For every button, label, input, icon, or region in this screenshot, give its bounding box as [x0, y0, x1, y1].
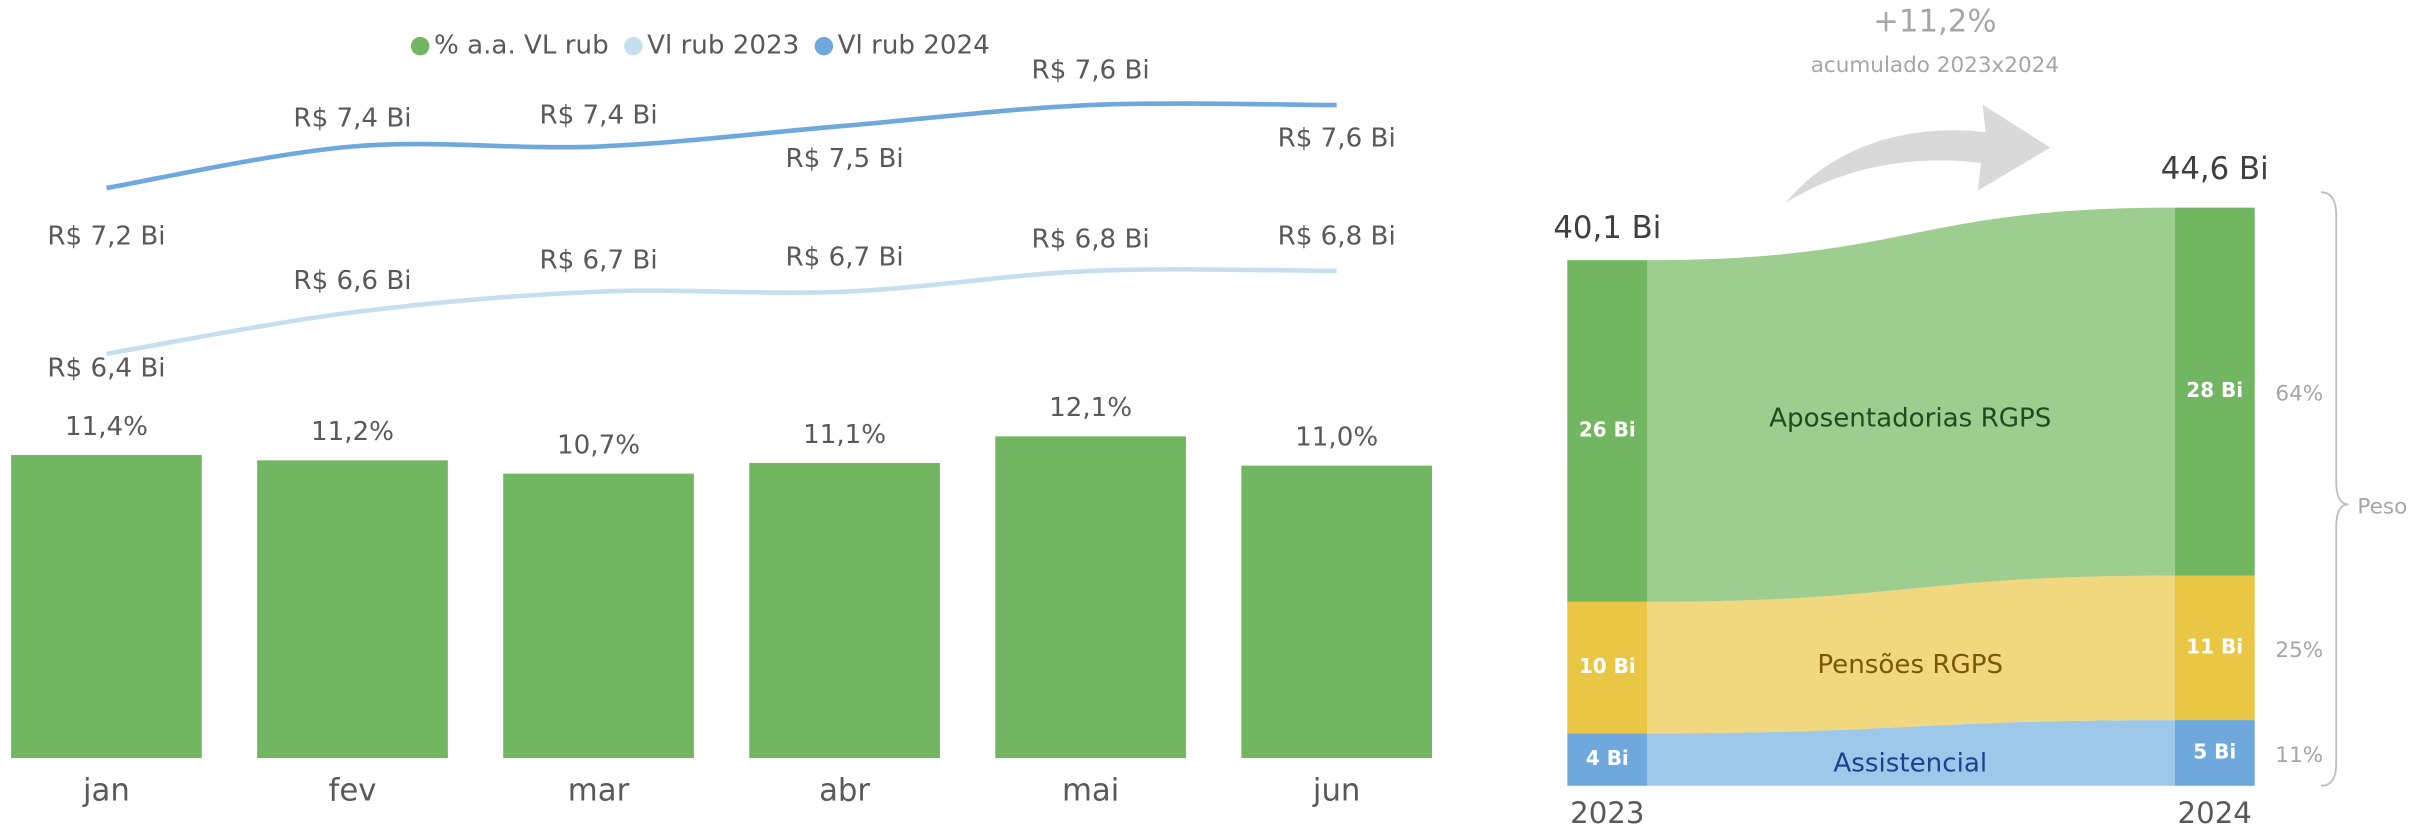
data-label: 11,0%	[1295, 422, 1378, 452]
segment	[1567, 260, 1648, 602]
x-tick-label: 2024	[2178, 796, 2252, 830]
total-label: 40,1 Bi	[1553, 210, 1661, 246]
data-label: 11,1%	[803, 420, 886, 450]
segment	[1567, 733, 1648, 786]
bar	[749, 462, 940, 759]
segment-label: 28 Bi	[2186, 378, 2243, 402]
share-label: 64%	[2275, 382, 2323, 407]
flow	[1647, 575, 2175, 734]
data-label: 12,1%	[1049, 393, 1132, 423]
data-label: R$ 6,4 Bi	[47, 354, 165, 384]
bar	[995, 436, 1186, 759]
total-label: 44,6 Bi	[2161, 151, 2269, 187]
bar	[11, 455, 202, 759]
segment-label: 4 Bi	[1586, 746, 1629, 770]
flow	[1647, 207, 2175, 602]
data-label: R$ 7,6 Bi	[1032, 56, 1150, 86]
x-tick-label: mar	[568, 772, 630, 808]
flow-label: Aposentadorias RGPS	[1769, 403, 2051, 433]
bar	[503, 473, 694, 759]
segment-label: 26 Bi	[1579, 418, 1636, 442]
data-label: R$ 7,4 Bi	[293, 103, 411, 133]
growth-note: acumulado 2023x2024	[1811, 53, 2059, 78]
share-title: Peso	[2357, 494, 2407, 519]
data-label: 11,4%	[65, 412, 148, 442]
legend-label: % a.a. VL rub	[434, 31, 609, 61]
bar	[257, 460, 448, 759]
data-label: 10,7%	[557, 430, 640, 460]
segment	[2174, 207, 2255, 576]
line	[106, 267, 1337, 357]
segment-label: 11 Bi	[2186, 634, 2243, 658]
data-label: 11,2%	[311, 417, 394, 447]
share-brace	[2320, 191, 2349, 787]
x-tick-label: jun	[1312, 772, 1361, 808]
legend-swatch	[410, 36, 430, 56]
share-label: 25%	[2275, 638, 2323, 663]
x-tick-label: mai	[1062, 772, 1119, 808]
segment	[2174, 720, 2255, 786]
data-label: R$ 7,6 Bi	[1278, 123, 1396, 153]
data-label: R$ 7,2 Bi	[47, 222, 165, 252]
x-tick-label: fev	[329, 772, 377, 808]
legend-label: Vl rub 2023	[647, 31, 799, 61]
data-label: R$ 6,8 Bi	[1032, 225, 1150, 255]
data-label: R$ 7,4 Bi	[539, 100, 657, 130]
growth-arrow	[1785, 104, 2051, 203]
legend-swatch	[814, 36, 834, 56]
x-tick-label: 2023	[1570, 796, 1644, 830]
bar	[1241, 465, 1433, 759]
share-label: 11%	[2275, 743, 2323, 768]
segment	[2174, 575, 2255, 721]
data-label: R$ 6,7 Bi	[786, 242, 904, 272]
line	[106, 101, 1337, 191]
flow-label: Pensões RGPS	[1817, 650, 2003, 680]
segment-label: 5 Bi	[2193, 739, 2236, 763]
x-tick-label: jan	[82, 772, 130, 808]
data-label: R$ 6,7 Bi	[539, 245, 657, 275]
data-label: R$ 7,5 Bi	[786, 144, 904, 174]
x-tick-label: abr	[819, 772, 870, 808]
flow-label: Assistencial	[1833, 748, 1987, 778]
growth-label: +11,2%	[1873, 4, 1996, 40]
segment-label: 10 Bi	[1579, 654, 1636, 678]
legend-swatch	[624, 36, 643, 56]
legend-label: Vl rub 2024	[838, 31, 990, 61]
flow	[1647, 720, 2175, 786]
data-label: R$ 6,8 Bi	[1278, 222, 1396, 252]
segment	[1567, 601, 1648, 734]
data-label: R$ 6,6 Bi	[293, 266, 411, 296]
